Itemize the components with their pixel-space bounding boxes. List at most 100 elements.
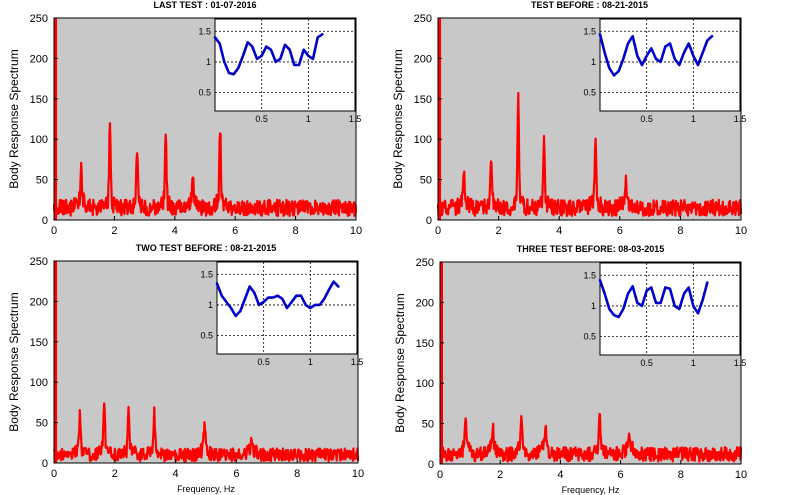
- inset-area: [214, 18, 356, 112]
- y-tick-label: 100: [416, 378, 434, 390]
- x-tick-label: 2: [112, 468, 118, 480]
- x-tick-label: 6: [232, 225, 238, 237]
- x-tick-label: 6: [233, 468, 239, 480]
- y-tick-label: 50: [36, 175, 48, 187]
- plot-frame: [437, 17, 742, 221]
- y-tick-label: 250: [30, 13, 48, 25]
- inset-x-tick-label: 0.5: [640, 114, 653, 124]
- inset-y-tick-label: 0.5: [198, 88, 211, 98]
- plot-frame: [439, 261, 742, 465]
- x-tick-label: 4: [557, 469, 563, 481]
- x-tick-label: 6: [618, 469, 624, 481]
- x-tick-label: 10: [735, 225, 747, 237]
- inset-y-tick-label: 1: [206, 57, 211, 67]
- inset-x-tick-label: 1: [308, 357, 313, 367]
- x-tick-label: 10: [350, 225, 362, 237]
- y-axis-label: Body Response Spectrum: [7, 292, 21, 431]
- x-tick-label: 2: [111, 225, 117, 237]
- chart-title: LAST TEST : 01-07-2016: [153, 0, 256, 10]
- y-tick-label: 200: [416, 297, 434, 309]
- x-tick-label: 4: [556, 225, 562, 237]
- inset-y-tick-label: 0.5: [200, 331, 213, 341]
- inset-y-tick-label: 1.5: [583, 26, 596, 36]
- inset-y-tick-label: 0.5: [583, 332, 596, 342]
- y-tick-label: 200: [30, 296, 48, 308]
- x-tick-label: 4: [173, 468, 179, 480]
- inset-area: [599, 18, 741, 112]
- y-tick-label: 250: [30, 256, 48, 268]
- y-tick-label: 100: [414, 134, 432, 146]
- inset-chart: 0.5 1 1.5 0.5 1 1.5: [583, 262, 746, 368]
- inset-chart: 0.5 1 1.5 0.5 1 1.5: [200, 261, 364, 367]
- inset-y-tick-label: 1: [591, 301, 596, 311]
- x-tick-label: 2: [497, 469, 503, 481]
- inset-curve: [598, 278, 709, 319]
- y-tick-label: 150: [30, 337, 48, 349]
- x-tick-label: 0: [51, 225, 57, 237]
- y-axis-label: Body Response Spectrum: [391, 49, 405, 188]
- y-axis-label: Body Response Spectrum: [393, 293, 407, 432]
- y-tick-label: 250: [416, 257, 434, 269]
- chart-title: TWO TEST BEFORE : 08-21-2015: [136, 243, 277, 253]
- x-tick-label: 8: [677, 225, 683, 237]
- inset-x-tick-label: 1: [691, 358, 696, 368]
- y-tick-label: 50: [420, 175, 432, 187]
- inset-y-tick-label: 1.5: [200, 269, 213, 279]
- x-tick-label: 10: [735, 469, 747, 481]
- x-tick-label: 0: [437, 469, 443, 481]
- y-tick-label: 250: [414, 13, 432, 25]
- plot-frame: [53, 17, 357, 221]
- inset-y-tick-label: 1: [591, 57, 596, 67]
- y-tick-label: 50: [422, 419, 434, 431]
- y-tick-label: 150: [30, 94, 48, 106]
- x-tick-label: 10: [352, 468, 364, 480]
- y-tick-label: 200: [30, 53, 48, 65]
- y-tick-label: 150: [416, 338, 434, 350]
- y-tick-label: 100: [30, 377, 48, 389]
- x-tick-label: 0: [435, 225, 441, 237]
- x-axis-label: Frequency, Hz: [562, 485, 620, 495]
- inset-x-tick-label: 0.5: [257, 357, 270, 367]
- y-tick-label: 0: [42, 458, 48, 470]
- inset-x-tick-label: 0.5: [640, 358, 653, 368]
- chart-title: TEST BEFORE : 08-21-2015: [531, 0, 648, 10]
- inset-x-tick-label: 0.5: [255, 114, 268, 124]
- inset-x-tick-label: 1: [691, 114, 696, 124]
- y-tick-label: 150: [414, 94, 432, 106]
- inset-x-tick-label: 1: [306, 114, 311, 124]
- inset-x-tick-label: 1.5: [734, 114, 747, 124]
- inset-chart: 0.5 1 1.5 0.5 1 1.5: [198, 18, 362, 124]
- inset-x-tick-label: 1.5: [351, 357, 364, 367]
- y-tick-label: 0: [426, 215, 432, 227]
- spectrum-line: [52, 122, 358, 217]
- x-tick-label: 8: [293, 225, 299, 237]
- y-axis-label: Body Response Spectrum: [7, 49, 21, 188]
- x-tick-label: 2: [496, 225, 502, 237]
- spectrum-line: [439, 412, 743, 463]
- x-tick-label: 6: [617, 225, 623, 237]
- chart-title: THREE TEST BEFORE: 08-03-2015: [517, 244, 665, 254]
- y-tick-label: 50: [36, 418, 48, 430]
- x-axis-label: Frequency, Hz: [177, 484, 235, 494]
- inset-y-tick-label: 1: [208, 300, 213, 310]
- inset-y-tick-label: 1.5: [583, 270, 596, 280]
- x-tick-label: 8: [678, 469, 684, 481]
- inset-chart: 0.5 1 1.5 0.5 1 1.5: [583, 18, 747, 124]
- inset-curve: [213, 32, 324, 76]
- inset-curve: [215, 280, 340, 318]
- inset-curve: [598, 32, 714, 77]
- y-tick-label: 0: [428, 459, 434, 471]
- spectrum-line: [436, 91, 743, 217]
- inset-x-tick-label: 1.5: [349, 114, 362, 124]
- inset-y-tick-label: 0.5: [583, 88, 596, 98]
- plot-frame: [53, 260, 359, 464]
- inset-area: [599, 262, 741, 356]
- y-tick-label: 0: [42, 215, 48, 227]
- x-tick-label: 0: [51, 468, 57, 480]
- x-tick-label: 4: [172, 225, 178, 237]
